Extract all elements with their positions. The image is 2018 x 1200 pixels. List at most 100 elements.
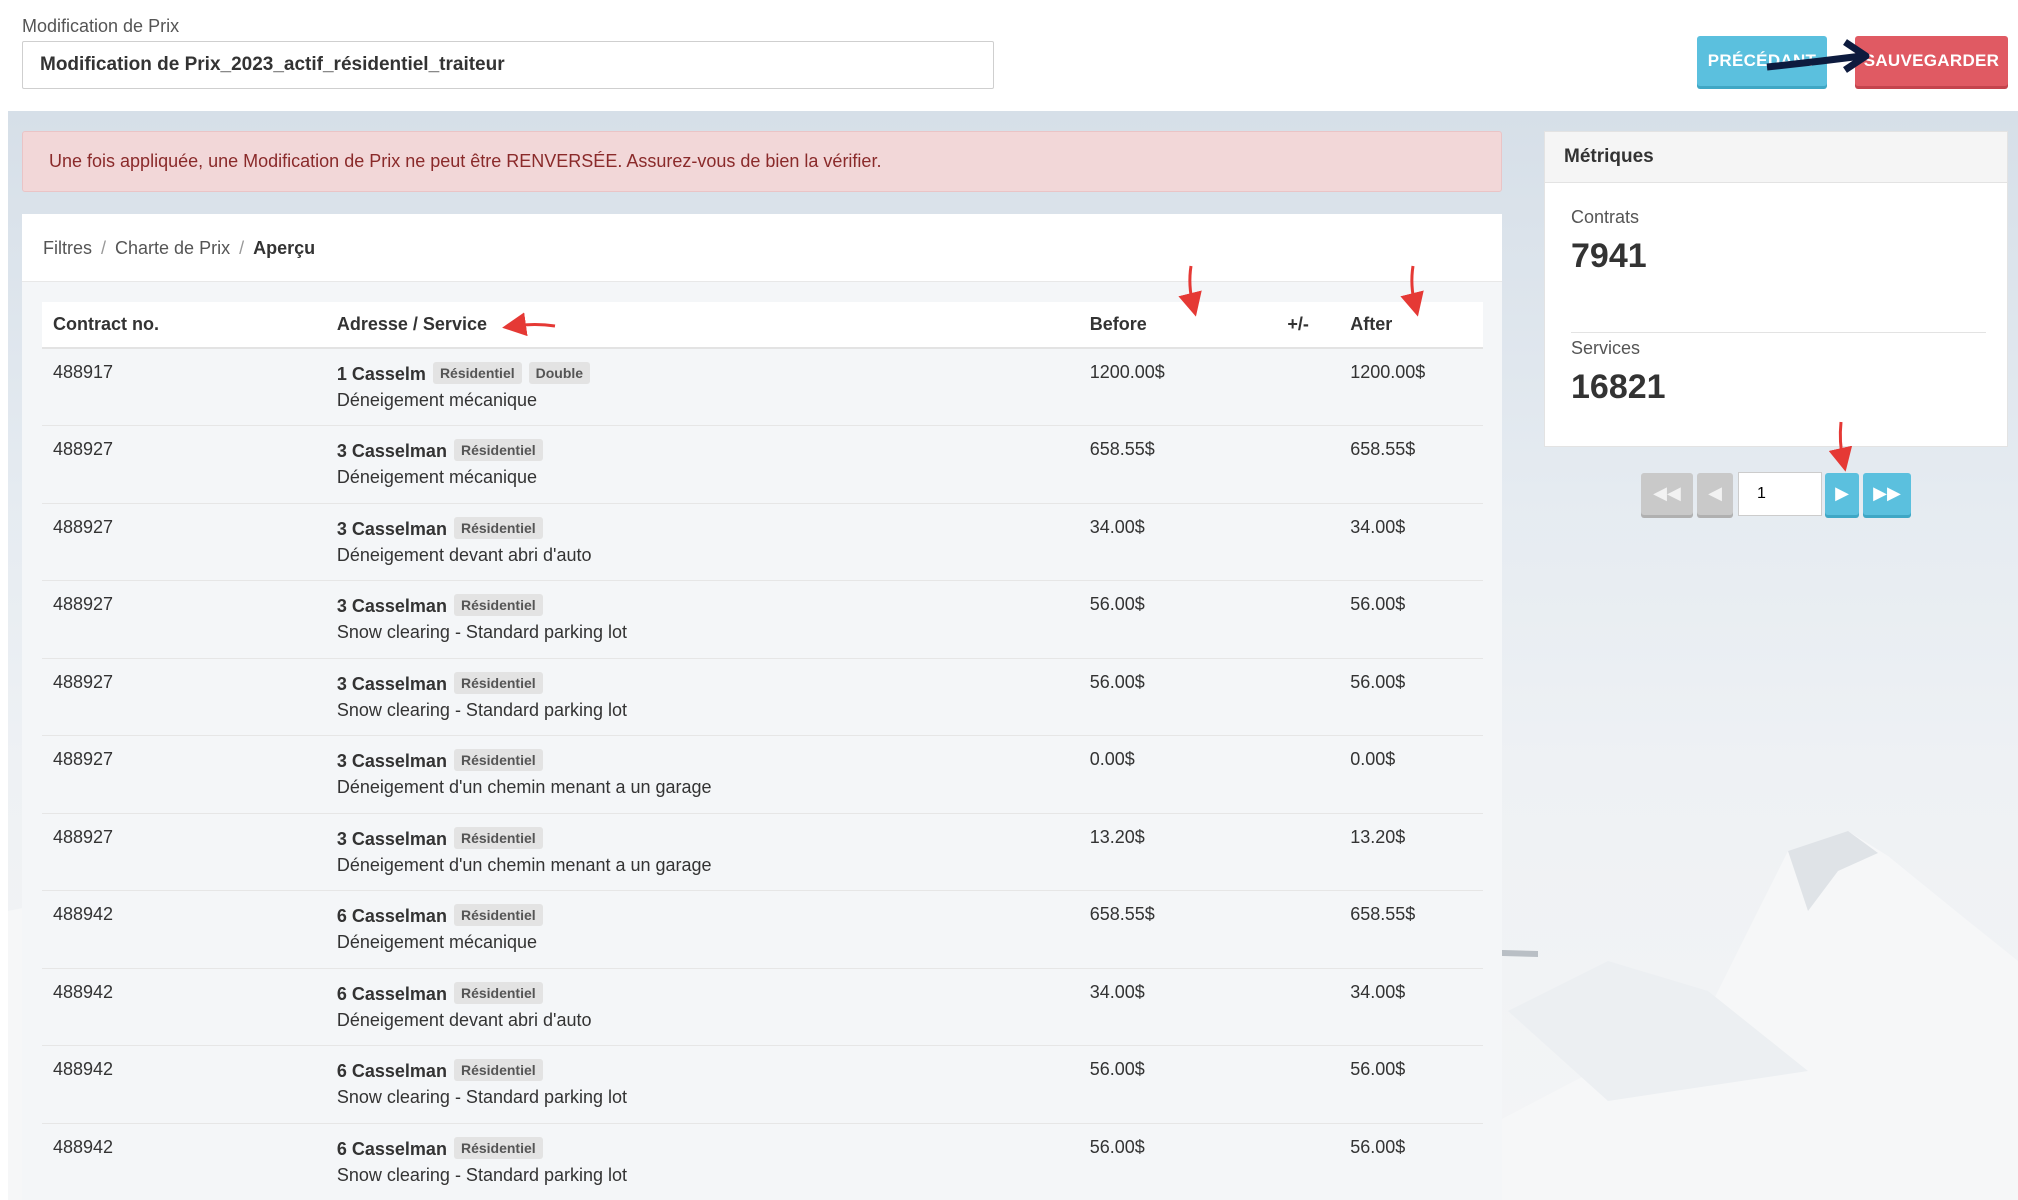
first-page-button[interactable]: ◀◀ [1641, 473, 1693, 515]
column-header-before: Before [1078, 302, 1277, 349]
tag-badge: Résidentiel [453, 981, 543, 1004]
breadcrumb-filters[interactable]: Filtres [43, 238, 92, 258]
contracts-value: 7941 [1571, 237, 1647, 275]
cell-delta [1276, 426, 1339, 504]
cell-before: 0.00$ [1089, 749, 1135, 769]
cell-delta [1276, 968, 1339, 1046]
tag-badge: Résidentiel [453, 671, 543, 694]
column-header-after: After [1339, 302, 1483, 349]
cell-contract: 488927 [53, 439, 114, 459]
cell-address-service: 6 Casselman Résidentiel Déneigement mécani… [326, 891, 1079, 969]
chevron-right-icon: ▶ [1835, 483, 1849, 503]
save-button[interactable]: SAUVEGARDER [1855, 36, 2008, 86]
cell-contract: 488927 [53, 594, 114, 614]
cell-before: 56.00$ [1089, 1136, 1145, 1157]
name-field-label: Modification de Prix [22, 16, 180, 36]
cell-after: 0.00$ [1350, 749, 1396, 769]
address-text: 3 Casselman [336, 673, 447, 694]
prev-page-button[interactable]: ◀ [1697, 473, 1733, 515]
content-area: Une fois appliquée, une Modification de … [8, 111, 2018, 1200]
last-page-button[interactable]: ▶▶ [1863, 473, 1911, 515]
table-container: Contract no. Adresse / Service Before +/… [22, 282, 1502, 1200]
table-row: 488942 6 Casselman Résidentiel Snow clearin… [42, 1123, 1483, 1200]
table-row: 488927 3 Casselman Résidentiel Déneigement … [42, 503, 1483, 581]
cell-contract: 488942 [53, 904, 114, 924]
address-text: 3 Casselman [336, 828, 447, 849]
cell-before: 34.00$ [1089, 981, 1145, 1002]
address-text: 6 Casselman [336, 1138, 447, 1159]
tag-badge: Résidentiel [453, 516, 543, 539]
cell-after: 56.00$ [1350, 1136, 1406, 1157]
tag-badge: Résidentiel [432, 362, 522, 384]
cell-contract: 488917 [53, 362, 114, 382]
price-table: Contract no. Adresse / Service Before +/… [42, 302, 1483, 1200]
cell-address-service: 6 Casselman Résidentiel Snow clearing - St… [326, 1046, 1079, 1124]
service-text: Déneigement d'un chemin menant a un gara… [336, 777, 712, 797]
table-row: 488927 3 Casselman Résidentiel Déneigement … [42, 426, 1483, 504]
tag-badge: Double [528, 362, 591, 384]
tag-badge: Résidentiel [453, 749, 543, 771]
cell-address-service: 6 Casselman Résidentiel Déneigement devant… [326, 968, 1079, 1046]
cell-address-service: 3 Casselman Résidentiel Déneigement d'un c… [326, 736, 1079, 814]
service-text: Déneigement mécanique [336, 467, 538, 487]
breadcrumb-price-chart[interactable]: Charte de Prix [115, 238, 231, 258]
cell-after: 658.55$ [1350, 904, 1416, 924]
service-text: Déneigement devant abri d'auto [336, 544, 592, 565]
cell-address-service: 1 Casselm Résidentiel Double Déneigement mé… [326, 348, 1079, 426]
table-row: 488927 3 Casselman Résidentiel Déneigement … [42, 736, 1483, 814]
cell-address-service: 3 Casselman Résidentiel Déneigement devant… [326, 503, 1079, 581]
metrics-panel: Métriques Contrats 7941 Services 16821 [1544, 131, 2008, 447]
chevron-left-icon: ◀ [1708, 483, 1722, 503]
double-chevron-left-icon: ◀◀ [1653, 483, 1681, 503]
cell-before: 56.00$ [1089, 671, 1145, 692]
cell-delta [1276, 503, 1339, 581]
cell-contract: 488927 [53, 671, 114, 692]
table-row: 488942 6 Casselman Résidentiel Snow clearin… [42, 1046, 1483, 1124]
cell-after: 13.20$ [1350, 826, 1406, 847]
cell-after: 34.00$ [1350, 516, 1406, 537]
address-text: 6 Casselman [336, 1061, 447, 1081]
column-header-address-service: Adresse / Service [325, 302, 1079, 349]
cell-after: 56.00$ [1350, 671, 1406, 692]
address-text: 3 Casselman [336, 751, 447, 771]
service-text: Déneigement d'un chemin menant a un gara… [336, 854, 712, 875]
tag-badge: Résidentiel [453, 439, 543, 461]
cell-delta [1276, 1046, 1339, 1124]
table-row: 488917 1 Casselm Résidentiel Double Déneigem… [42, 348, 1483, 426]
cell-delta [1276, 1123, 1339, 1200]
page-number-input[interactable] [1738, 472, 1822, 516]
metrics-divider [1571, 332, 1986, 333]
address-text: 1 Casselm [336, 364, 426, 384]
service-text: Snow clearing - Standard parking lot [336, 1087, 628, 1107]
previous-button[interactable]: PRÉCÉDANT [1697, 36, 1827, 86]
cell-before: 1200.00$ [1089, 362, 1165, 382]
cell-contract: 488927 [53, 516, 114, 537]
table-row: 488927 3 Casselman Résidentiel Snow clearin… [42, 658, 1483, 736]
address-text: 3 Casselman [336, 518, 447, 539]
modification-name-input[interactable] [22, 41, 994, 89]
service-text: Snow clearing - Standard parking lot [336, 699, 628, 720]
preview-panel: Filtres / Charte de Prix / Aperçu Contract n… [22, 214, 1502, 1200]
cell-delta [1276, 813, 1339, 891]
column-header-delta: +/- [1276, 302, 1340, 349]
next-page-button[interactable]: ▶ [1825, 473, 1859, 515]
tag-badge: Résidentiel [453, 1136, 543, 1159]
cell-before: 56.00$ [1089, 594, 1145, 614]
service-text: Déneigement mécanique [336, 390, 538, 410]
cell-address-service: 3 Casselman Résidentiel Snow clearing - St… [326, 581, 1079, 659]
cell-before: 658.55$ [1089, 904, 1155, 924]
tag-badge: Résidentiel [453, 904, 543, 926]
cell-delta [1276, 348, 1339, 426]
table-body: 488917 1 Casselm Résidentiel Double Déneigem… [42, 348, 1483, 1200]
breadcrumb-preview: Aperçu [253, 238, 316, 258]
cell-before: 658.55$ [1089, 439, 1155, 459]
cell-delta [1276, 891, 1339, 969]
cell-after: 658.55$ [1350, 439, 1416, 459]
service-text: Snow clearing - Standard parking lot [336, 622, 628, 642]
cell-contract: 488942 [53, 1136, 114, 1157]
cell-contract: 488942 [53, 1059, 114, 1079]
services-label: Services [1571, 338, 1641, 358]
service-text: Snow clearing - Standard parking lot [336, 1164, 628, 1185]
services-value: 16821 [1571, 368, 1666, 406]
address-text: 3 Casselman [336, 441, 447, 461]
